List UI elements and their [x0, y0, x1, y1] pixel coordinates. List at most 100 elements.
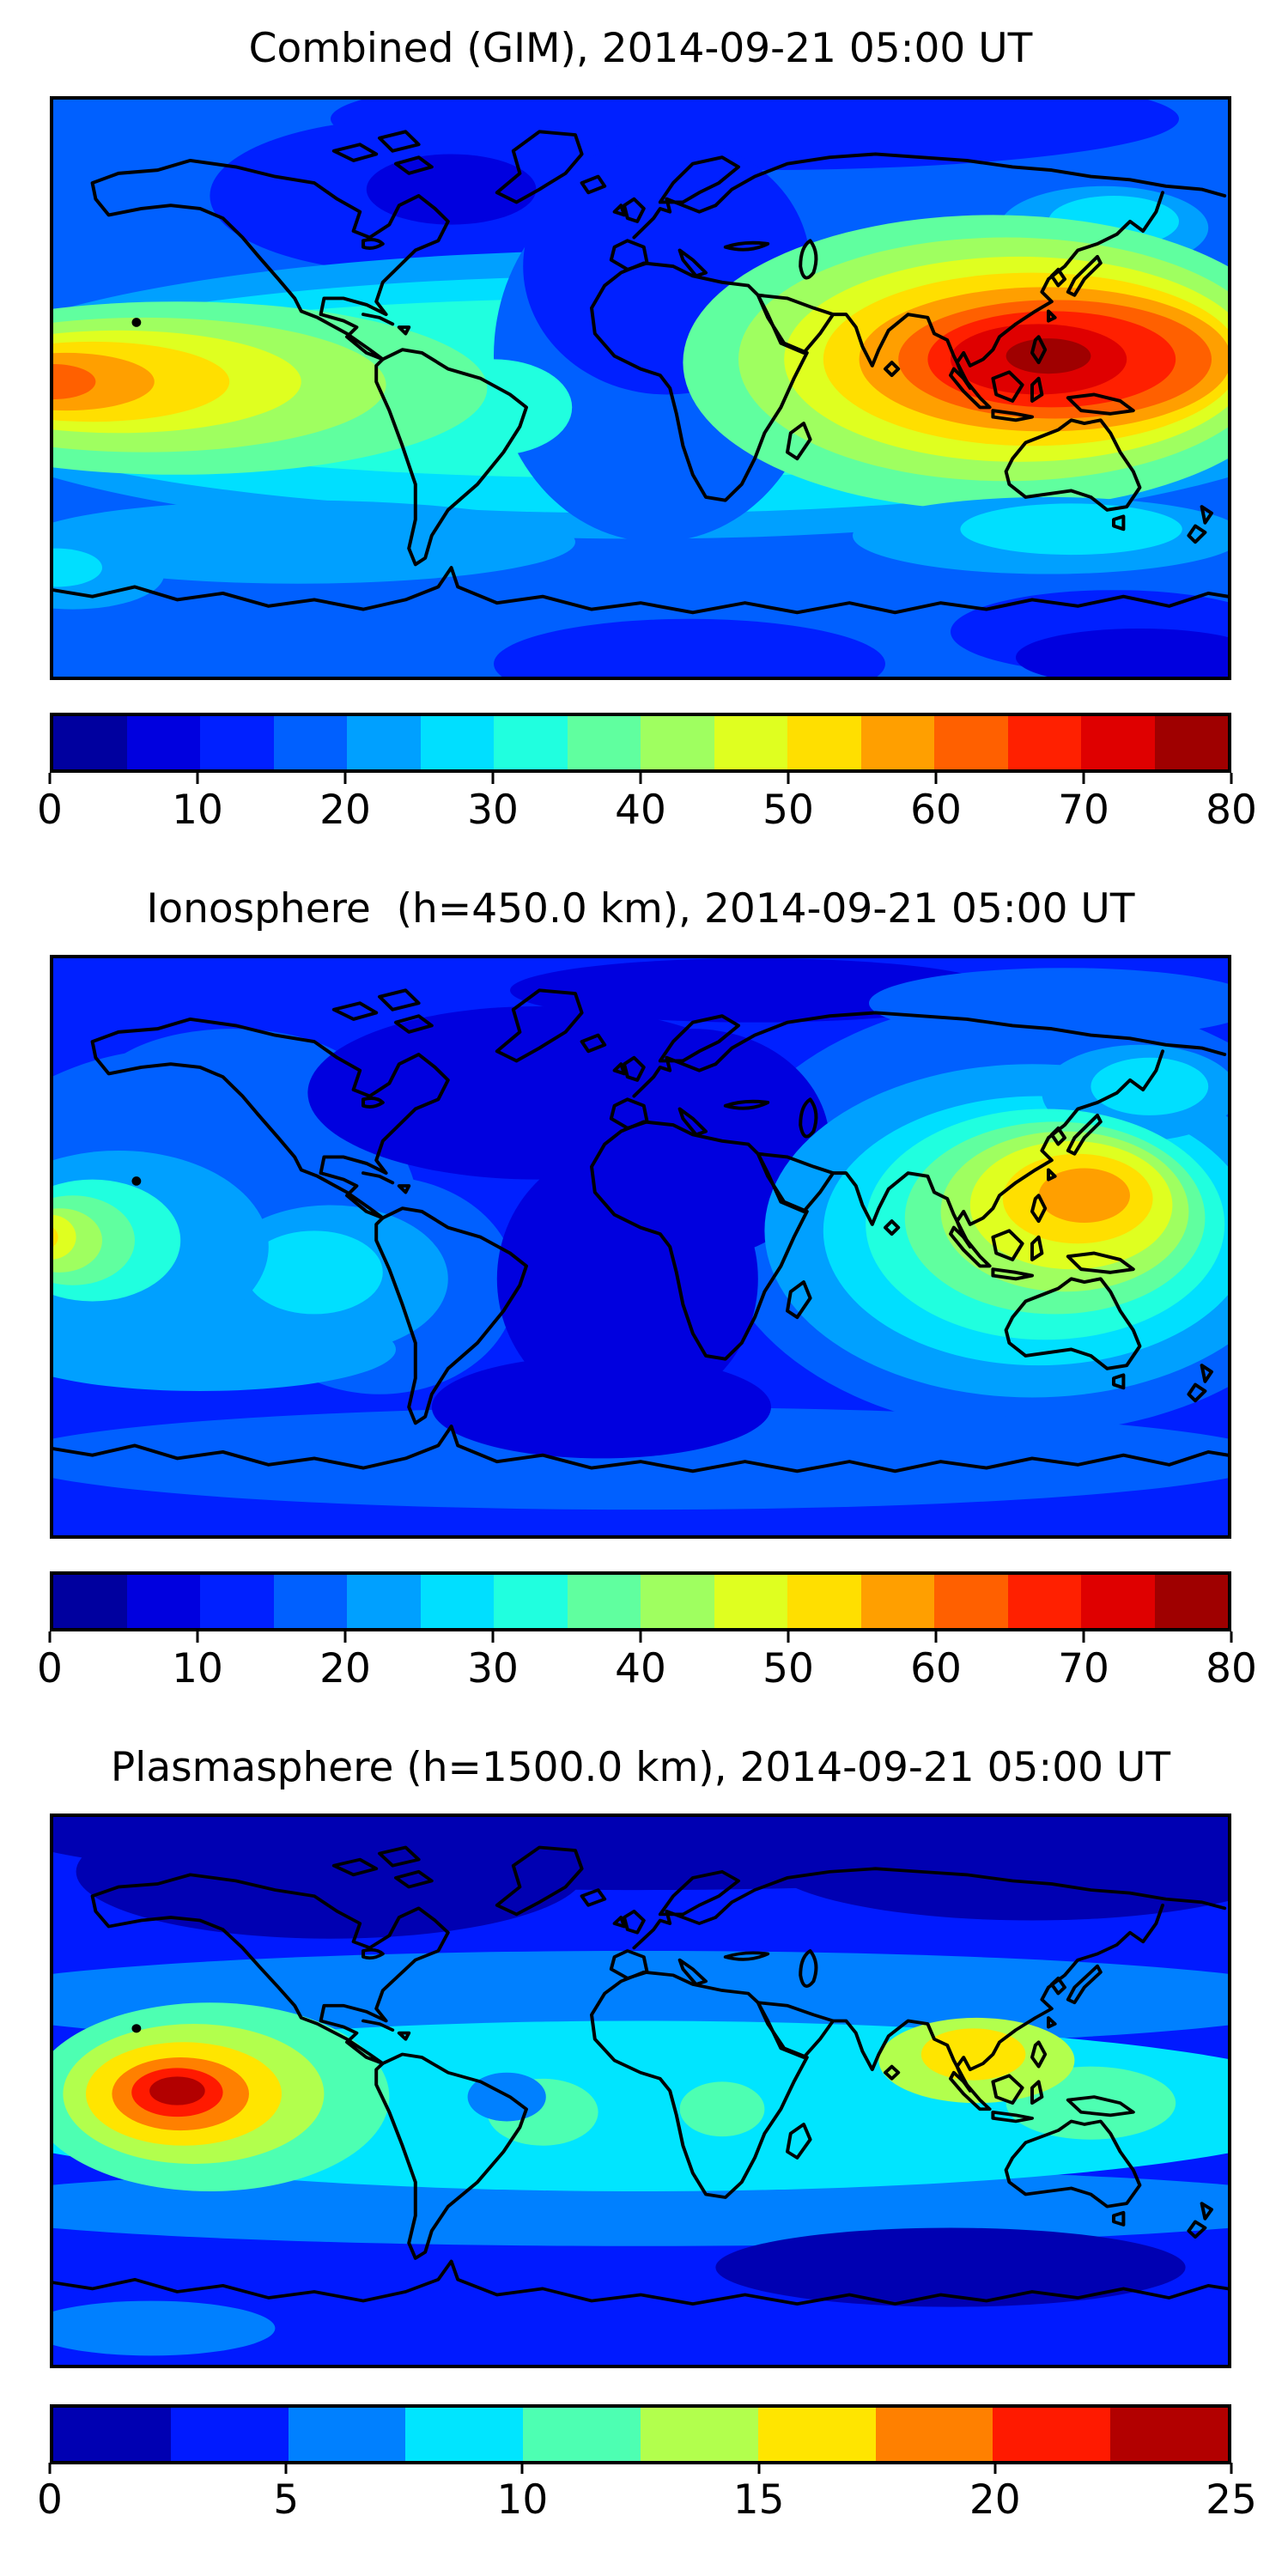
colorbar-tick — [196, 1631, 199, 1643]
colorbar-segment — [1154, 1575, 1228, 1628]
map-plasmasphere — [50, 1814, 1231, 2368]
colorbar-tick — [48, 1631, 52, 1643]
colorbar-segment — [934, 1575, 1008, 1628]
colorbar-tick-label: 70 — [1058, 1645, 1109, 1692]
colorbar-ticks-combined — [48, 773, 1233, 784]
colorbar-labels-plasmasphere: 0 5 10 15 20 25 — [37, 2476, 1257, 2528]
colorbar-tick-label: 25 — [1206, 2476, 1257, 2524]
colorbar-segment — [641, 1575, 714, 1628]
colorbar-ticks-ionosphere — [48, 1631, 1233, 1643]
colorbar-ionosphere — [50, 1571, 1231, 1631]
colorbar-tick-label: 5 — [273, 2476, 300, 2524]
colorbar-tick-label: 20 — [969, 2476, 1021, 2524]
colorbar-tick — [491, 1631, 495, 1643]
panel-title-plasmasphere: Plasmasphere (h=1500.0 km), 2014-09-21 0… — [110, 1744, 1171, 1791]
colorbar-tick-label: 10 — [172, 1645, 223, 1692]
colorbar-tick-label: 0 — [37, 2476, 63, 2524]
colorbar-tick-label: 40 — [615, 1645, 666, 1692]
colorbar-tick — [639, 773, 642, 784]
colorbar-tick-label: 80 — [1206, 787, 1257, 834]
colorbar-segment — [420, 1575, 494, 1628]
colorbar-segment — [714, 716, 787, 769]
colorbar-ticks-plasmasphere — [48, 2463, 1233, 2474]
colorbar-tick-label: 30 — [467, 787, 519, 834]
map-combined — [50, 96, 1231, 680]
colorbar-segment — [288, 2408, 406, 2461]
contour-field-ionosphere — [53, 958, 1228, 1535]
colorbar-segment — [640, 2408, 758, 2461]
colorbar-tick-label: 0 — [37, 787, 63, 834]
colorbar-tick-label: 40 — [615, 787, 666, 834]
colorbar-tick — [639, 1631, 642, 1643]
colorbar-tick — [934, 773, 938, 784]
colorbar-segment — [860, 716, 934, 769]
colorbar-segment — [875, 2408, 993, 2461]
colorbar-segment — [860, 1575, 934, 1628]
colorbar-tick-label: 15 — [732, 2476, 785, 2524]
colorbar-tick — [1082, 773, 1085, 784]
colorbar-segment — [787, 1575, 861, 1628]
colorbar-segment — [1007, 716, 1081, 769]
colorbar-tick — [1230, 773, 1233, 784]
colorbar-tick-label: 10 — [496, 2476, 549, 2524]
colorbar-segment — [757, 2408, 876, 2461]
colorbar-segment — [494, 1575, 568, 1628]
colorbar-tick — [1230, 2463, 1233, 2474]
colorbar-plasmasphere — [50, 2404, 1231, 2464]
panel-title-ionosphere: Ionosphere (h=450.0 km), 2014-09-21 05:0… — [146, 885, 1135, 933]
colorbar-segment — [126, 716, 200, 769]
map-ionosphere — [50, 955, 1231, 1539]
colorbar-tick — [757, 2463, 761, 2474]
colorbar-segment — [53, 1575, 127, 1628]
colorbar-segment — [1110, 2408, 1228, 2461]
colorbar-segment — [787, 716, 861, 769]
colorbar-tick-label: 20 — [319, 1645, 371, 1692]
colorbar-tick-label: 60 — [910, 787, 962, 834]
colorbar-tick — [1082, 1631, 1085, 1643]
colorbar-segment — [1007, 1575, 1081, 1628]
colorbar-tick-label: 80 — [1206, 1645, 1257, 1692]
colorbar-tick — [787, 1631, 790, 1643]
colorbar-tick-label: 0 — [37, 1645, 63, 1692]
colorbar-segment — [420, 716, 494, 769]
colorbar-tick-label: 70 — [1058, 787, 1109, 834]
colorbar-segment — [1081, 1575, 1155, 1628]
colorbar-segment — [641, 716, 714, 769]
colorbar-segment — [347, 1575, 421, 1628]
colorbar-tick-label: 20 — [319, 787, 371, 834]
colorbar-tick — [787, 773, 790, 784]
colorbar-segment — [1081, 716, 1155, 769]
colorbar-segment — [714, 1575, 787, 1628]
colorbar-segment — [273, 1575, 347, 1628]
colorbar-segment — [567, 1575, 641, 1628]
colorbar-tick — [343, 773, 347, 784]
colorbar-segment — [53, 2408, 171, 2461]
colorbar-segment — [934, 716, 1008, 769]
colorbar-segment — [405, 2408, 524, 2461]
colorbar-labels-ionosphere: 0 10 20 30 40 50 60 70 80 — [37, 1645, 1257, 1697]
colorbar-tick-label: 60 — [910, 1645, 962, 1692]
colorbar-tick — [48, 2463, 52, 2474]
map-plasmasphere-svg — [53, 1817, 1228, 2365]
colorbar-tick — [48, 773, 52, 784]
colorbar-segment — [170, 2408, 289, 2461]
colorbar-segment — [1154, 716, 1228, 769]
colorbar-segment — [993, 2408, 1111, 2461]
colorbar-tick — [1230, 1631, 1233, 1643]
colorbar-segment — [126, 1575, 200, 1628]
colorbar-tick — [343, 1631, 347, 1643]
colorbar-tick — [993, 2463, 997, 2474]
map-ionosphere-svg — [53, 958, 1228, 1535]
contour-field-plasmasphere — [53, 1817, 1228, 2365]
colorbar-tick-label: 50 — [762, 1645, 814, 1692]
colorbar-segment — [347, 716, 421, 769]
colorbar-segment — [53, 716, 127, 769]
colorbar-tick — [520, 2463, 524, 2474]
colorbar-tick — [491, 773, 495, 784]
colorbar-combined — [50, 713, 1231, 773]
colorbar-segment — [494, 716, 568, 769]
panel-title-combined: Combined (GIM), 2014-09-21 05:00 UT — [248, 25, 1033, 72]
contour-field-combined — [53, 100, 1228, 677]
colorbar-tick-label: 50 — [762, 787, 814, 834]
